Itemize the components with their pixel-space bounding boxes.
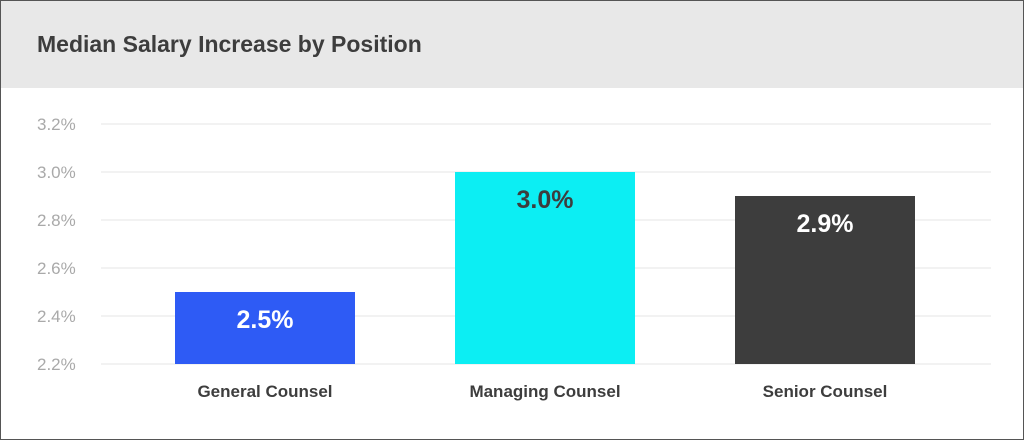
data-label: 2.5%	[237, 306, 294, 334]
bar	[175, 292, 355, 364]
data-label: 3.0%	[517, 186, 574, 214]
data-label: 2.9%	[797, 210, 854, 238]
y-tick-label: 3.2%	[37, 115, 76, 134]
x-tick-label: Managing Counsel	[469, 382, 620, 401]
x-axis: General Counsel Managing Counsel Senior Co…	[197, 382, 887, 401]
bar	[455, 172, 635, 364]
bar	[735, 196, 915, 364]
y-tick-label: 3.0%	[37, 163, 76, 182]
y-tick-label: 2.8%	[37, 211, 76, 230]
y-tick-label: 2.6%	[37, 259, 76, 278]
y-tick-label: 2.4%	[37, 307, 76, 326]
chart-title: Median Salary Increase by Position	[37, 31, 422, 57]
x-tick-label: General Counsel	[197, 382, 332, 401]
bars: 2.5% 3.0% 2.9%	[175, 172, 915, 364]
y-tick-label: 2.2%	[37, 355, 76, 374]
y-axis: 2.2% 2.4% 2.6% 2.8% 3.0% 3.2%	[37, 115, 76, 374]
chart-header: Median Salary Increase by Position	[1, 1, 1023, 88]
x-tick-label: Senior Counsel	[763, 382, 888, 401]
